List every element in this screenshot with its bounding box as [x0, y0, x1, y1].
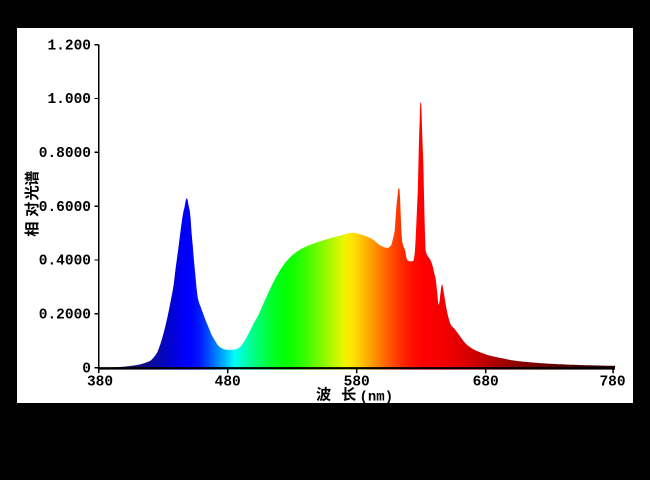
svg-text:0.6000: 0.6000 [39, 200, 91, 216]
svg-text:380: 380 [87, 374, 113, 390]
svg-text:0.4000: 0.4000 [39, 254, 91, 270]
svg-text:(nm): (nm) [360, 389, 394, 405]
svg-text:680: 680 [473, 374, 499, 390]
svg-text:1.000: 1.000 [47, 92, 91, 108]
svg-text:0: 0 [82, 361, 91, 377]
svg-text:480: 480 [215, 374, 241, 390]
svg-text:780: 780 [599, 374, 625, 390]
svg-text:0.2000: 0.2000 [39, 308, 91, 324]
svg-text:580: 580 [344, 374, 370, 390]
svg-text:0.8000: 0.8000 [39, 146, 91, 162]
svg-text:1.200: 1.200 [47, 38, 91, 54]
